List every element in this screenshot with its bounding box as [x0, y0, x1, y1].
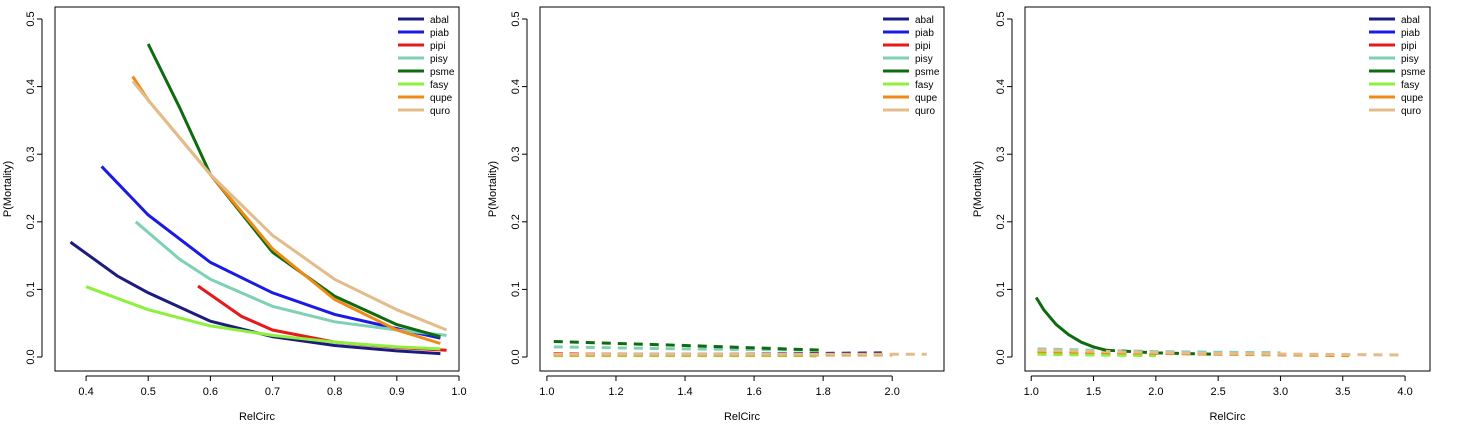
- legend-label-abal: abal: [915, 15, 934, 26]
- x-axis-label: RelCirc: [1209, 411, 1246, 423]
- series-line-pisy: [553, 345, 824, 352]
- legend: abal piab pipi pisy psme fasy qupe quro: [398, 15, 455, 117]
- legend-label-fasy: fasy: [1401, 80, 1419, 91]
- plot-frame: [1024, 6, 1431, 372]
- legend-label-quro: quro: [915, 106, 935, 117]
- y-tick-label: 0.5: [510, 11, 522, 26]
- legend-label-qupe: qupe: [430, 93, 453, 104]
- x-tick-label: 0.6: [203, 386, 218, 398]
- legend-label-piab: piab: [430, 28, 449, 39]
- x-axis-label: RelCirc: [724, 411, 761, 423]
- legend-label-pisy: pisy: [1401, 54, 1419, 65]
- x-tick-label: 0.7: [265, 386, 280, 398]
- x-tick-label: 0.9: [389, 386, 404, 398]
- x-tick-label: 1.8: [815, 386, 830, 398]
- x-tick-label: 2.0: [1148, 386, 1163, 398]
- y-tick-label: 0.4: [510, 79, 522, 94]
- legend-label-qupe: qupe: [915, 93, 938, 104]
- chart-panel-2: 1.0 1.2 1.4 1.6 1.8 2.0 RelCirc 0.0 0.1 0.2 0.3 0.4…: [487, 6, 945, 423]
- y-tick-label: 0.1: [25, 282, 37, 297]
- x-tick-label: 1.0: [539, 386, 554, 398]
- x-tick-label: 0.8: [327, 386, 342, 398]
- legend-label-pipi: pipi: [430, 41, 446, 52]
- x-tick-label: 3.5: [1335, 386, 1350, 398]
- series-line-psme-solid: [1034, 296, 1107, 352]
- series-line-fasy: [1037, 352, 1156, 358]
- y-tick-label: 0.3: [510, 147, 522, 162]
- x-tick-label: 2.5: [1211, 386, 1226, 398]
- x-tick-label: 0.4: [78, 386, 93, 398]
- x-tick-label: 1.6: [746, 386, 761, 398]
- series-line-quro: [1037, 348, 1406, 357]
- series-line-quro: [131, 80, 448, 332]
- y-tick-label: 0.5: [25, 11, 37, 26]
- y-tick-label: 0.3: [25, 147, 37, 162]
- legend-label-pisy: pisy: [430, 54, 448, 65]
- legend-label-pipi: pipi: [1401, 41, 1417, 52]
- x-tick-label: 0.5: [141, 386, 156, 398]
- y-tick-label: 0.5: [995, 11, 1007, 26]
- x-tick-label: 1.0: [451, 386, 466, 398]
- legend-label-psme: psme: [1401, 67, 1426, 78]
- chart-panel-1: 0.4 0.5 0.6 0.7 0.8 0.9 1.0 RelCirc 0.0 0.1 0.2 0.3…: [2, 6, 467, 423]
- y-axis-label: P(Mortality): [2, 161, 14, 217]
- y-tick-label: 0.2: [25, 214, 37, 229]
- chart-panel-3: 1.0 1.5 2.0 2.5 3.0 3.5 4.0 RelCirc 0.0 0.1 0.2 0.3…: [972, 6, 1431, 423]
- x-tick-label: 3.0: [1273, 386, 1288, 398]
- x-axis-label: RelCirc: [239, 411, 276, 423]
- x-tick-label: 2.0: [885, 386, 900, 398]
- plot-frame: [539, 6, 945, 372]
- legend-label-quro: quro: [430, 106, 450, 117]
- legend-label-fasy: fasy: [915, 80, 933, 91]
- x-tick-label: 1.5: [1086, 386, 1101, 398]
- y-axis-label: P(Mortality): [487, 161, 499, 217]
- y-tick-label: 0.4: [25, 79, 37, 94]
- plot-frame: [54, 6, 460, 372]
- y-tick-label: 0.1: [995, 282, 1007, 297]
- y-tick-label: 0.4: [995, 79, 1007, 94]
- legend-label-fasy: fasy: [430, 80, 448, 91]
- y-tick-label: 0.2: [995, 214, 1007, 229]
- x-tick-label: 1.0: [1024, 386, 1039, 398]
- series-line-fasy: [85, 285, 441, 351]
- legend-label-pisy: pisy: [915, 54, 933, 65]
- y-tick-label: 0.1: [510, 282, 522, 297]
- legend: abal piab pipi pisy psme fasy qupe quro: [883, 15, 940, 117]
- y-tick-label: 0.0: [510, 349, 522, 364]
- y-tick-label: 0.0: [995, 349, 1007, 364]
- series-line-psme: [553, 340, 824, 352]
- y-tick-label: 0.0: [25, 349, 37, 364]
- legend-label-quro: quro: [1401, 106, 1421, 117]
- y-tick-label: 0.2: [510, 214, 522, 229]
- x-tick-label: 1.2: [608, 386, 623, 398]
- legend-label-piab: piab: [915, 28, 934, 39]
- legend-label-pipi: pipi: [915, 41, 931, 52]
- x-tick-label: 1.4: [677, 386, 692, 398]
- series-line-qupe: [131, 75, 441, 345]
- y-tick-label: 0.3: [995, 147, 1007, 162]
- y-axis-label: P(Mortality): [972, 161, 984, 217]
- legend: abal piab pipi pisy psme fasy qupe quro: [1369, 15, 1426, 117]
- legend-label-abal: abal: [430, 15, 449, 26]
- legend-label-psme: psme: [430, 67, 455, 78]
- legend-label-piab: piab: [1401, 28, 1420, 39]
- series-line-psme: [146, 43, 441, 339]
- legend-label-qupe: qupe: [1401, 93, 1424, 104]
- legend-label-psme: psme: [915, 67, 940, 78]
- x-tick-label: 4.0: [1397, 386, 1412, 398]
- series-line-abal: [69, 240, 441, 356]
- legend-label-abal: abal: [1401, 15, 1420, 26]
